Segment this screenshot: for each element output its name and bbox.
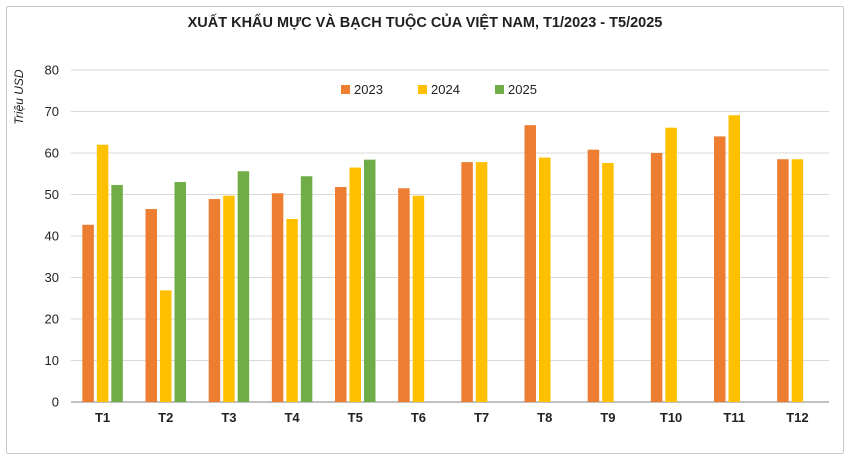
bar-2025-T5 <box>364 159 376 402</box>
bar-2024-T6 <box>412 195 425 402</box>
y-tick-label: 0 <box>52 395 59 410</box>
bar-2023-T2 <box>145 209 157 402</box>
bar-2024-T5 <box>349 167 361 402</box>
bar-2023-T1 <box>82 224 94 402</box>
bar-2024-T11 <box>728 115 740 403</box>
x-tick-label: T6 <box>411 410 426 425</box>
legend-label-2024: 2024 <box>431 82 460 97</box>
x-tick-label: T10 <box>660 410 682 425</box>
bar-2025-T3 <box>237 171 250 402</box>
y-tick-label: 10 <box>45 353 59 368</box>
bar-2023-T7 <box>461 162 473 402</box>
bar-2024-T4 <box>286 218 298 402</box>
bar-2024-T9 <box>602 162 614 402</box>
x-tick-label: T8 <box>537 410 552 425</box>
bar-2023-T10 <box>650 153 663 402</box>
y-tick-label: 80 <box>45 63 59 78</box>
y-tick-label: 30 <box>45 270 59 285</box>
x-tick-label: T5 <box>348 410 363 425</box>
x-tick-label: T9 <box>600 410 615 425</box>
x-tick-label: T11 <box>723 410 745 425</box>
legend-swatch-2025 <box>495 85 504 94</box>
legend: 2023 2024 2025 <box>341 82 537 97</box>
bar-2023-T11 <box>714 136 726 402</box>
legend-swatch-2023 <box>341 85 350 94</box>
bar-2024-T2 <box>160 290 172 402</box>
legend-label-2025: 2025 <box>508 82 537 97</box>
x-tick-label: T7 <box>474 410 489 425</box>
x-tick-label: T4 <box>284 410 300 425</box>
x-tick-label: T1 <box>95 410 110 425</box>
bar-2025-T4 <box>300 176 313 402</box>
bars <box>82 115 804 403</box>
bar-2023-T6 <box>398 188 410 402</box>
bar-2025-T2 <box>174 182 186 402</box>
bar-2023-T4 <box>271 193 284 402</box>
y-axis-label: Triệu USD <box>12 69 26 124</box>
gridlines <box>71 69 829 403</box>
y-tick-label: 50 <box>45 187 59 202</box>
x-tick-label: T12 <box>786 410 808 425</box>
bar-chart: XUẤT KHẨU MỰC VÀ BẠCH TUỘC CỦA VIỆT NAM,… <box>12 13 829 425</box>
bar-2023-T3 <box>208 199 221 402</box>
y-tick-label: 40 <box>45 229 59 244</box>
x-tick-labels: T1 T2 T3 T4 T5 T6 T7 T8 T9 T10 T11 T12 <box>95 410 809 425</box>
bar-2023-T9 <box>587 149 600 402</box>
bar-2024-T12 <box>791 159 804 402</box>
bar-2023-T12 <box>777 159 789 402</box>
chart-frame: XUẤT KHẨU MỰC VÀ BẠCH TUỘC CỦA VIỆT NAM,… <box>6 6 844 454</box>
legend-label-2023: 2023 <box>354 82 383 97</box>
bar-2024-T10 <box>665 127 677 402</box>
bar-2023-T8 <box>524 125 536 402</box>
bar-2024-T8 <box>539 157 551 402</box>
bar-2023-T5 <box>335 187 347 402</box>
bar-2025-T1 <box>111 184 123 402</box>
bar-2024-T1 <box>96 144 109 402</box>
y-tick-label: 20 <box>45 312 59 327</box>
x-tick-label: T2 <box>158 410 173 425</box>
legend-swatch-2024 <box>418 85 427 94</box>
y-tick-label: 70 <box>45 104 59 119</box>
bar-2024-T3 <box>223 195 235 402</box>
x-tick-label: T3 <box>221 410 236 425</box>
y-tick-labels: 0 10 20 30 40 50 60 70 80 <box>45 63 59 410</box>
bar-2024-T7 <box>475 162 488 402</box>
y-tick-label: 60 <box>45 146 59 161</box>
chart-title: XUẤT KHẨU MỰC VÀ BẠCH TUỘC CỦA VIỆT NAM,… <box>188 13 663 31</box>
